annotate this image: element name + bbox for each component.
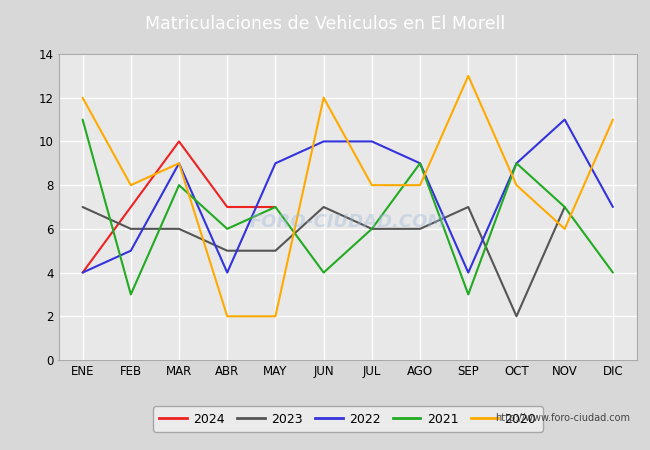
Legend: 2024, 2023, 2022, 2021, 2020: 2024, 2023, 2022, 2021, 2020 xyxy=(153,406,543,432)
Text: Matriculaciones de Vehiculos en El Morell: Matriculaciones de Vehiculos en El Morel… xyxy=(145,14,505,33)
Text: http://www.foro-ciudad.com: http://www.foro-ciudad.com xyxy=(495,413,630,423)
Text: FORO-CIUDAD.COM: FORO-CIUDAD.COM xyxy=(250,213,446,231)
